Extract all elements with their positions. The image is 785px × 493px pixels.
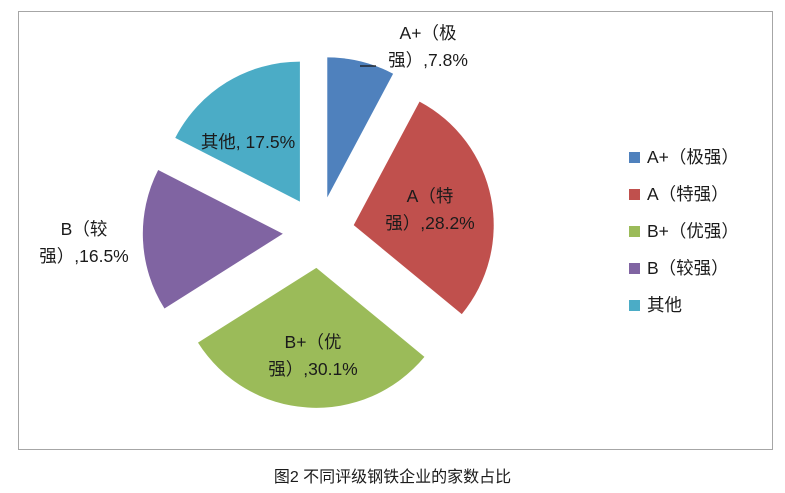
svg-text:其他, 17.5%: 其他, 17.5% [201,132,295,152]
svg-text:A+（极: A+（极 [400,23,457,43]
svg-text:A（特: A（特 [407,186,454,206]
svg-text:强）,28.2%: 强）,28.2% [385,213,474,233]
svg-text:强）,16.5%: 强）,16.5% [39,246,128,266]
svg-text:强）,30.1%: 强）,30.1% [268,359,357,379]
svg-text:B（较: B（较 [61,219,108,239]
svg-text:B+（优: B+（优 [285,332,342,352]
svg-text:强）,7.8%: 强）,7.8% [388,50,468,70]
